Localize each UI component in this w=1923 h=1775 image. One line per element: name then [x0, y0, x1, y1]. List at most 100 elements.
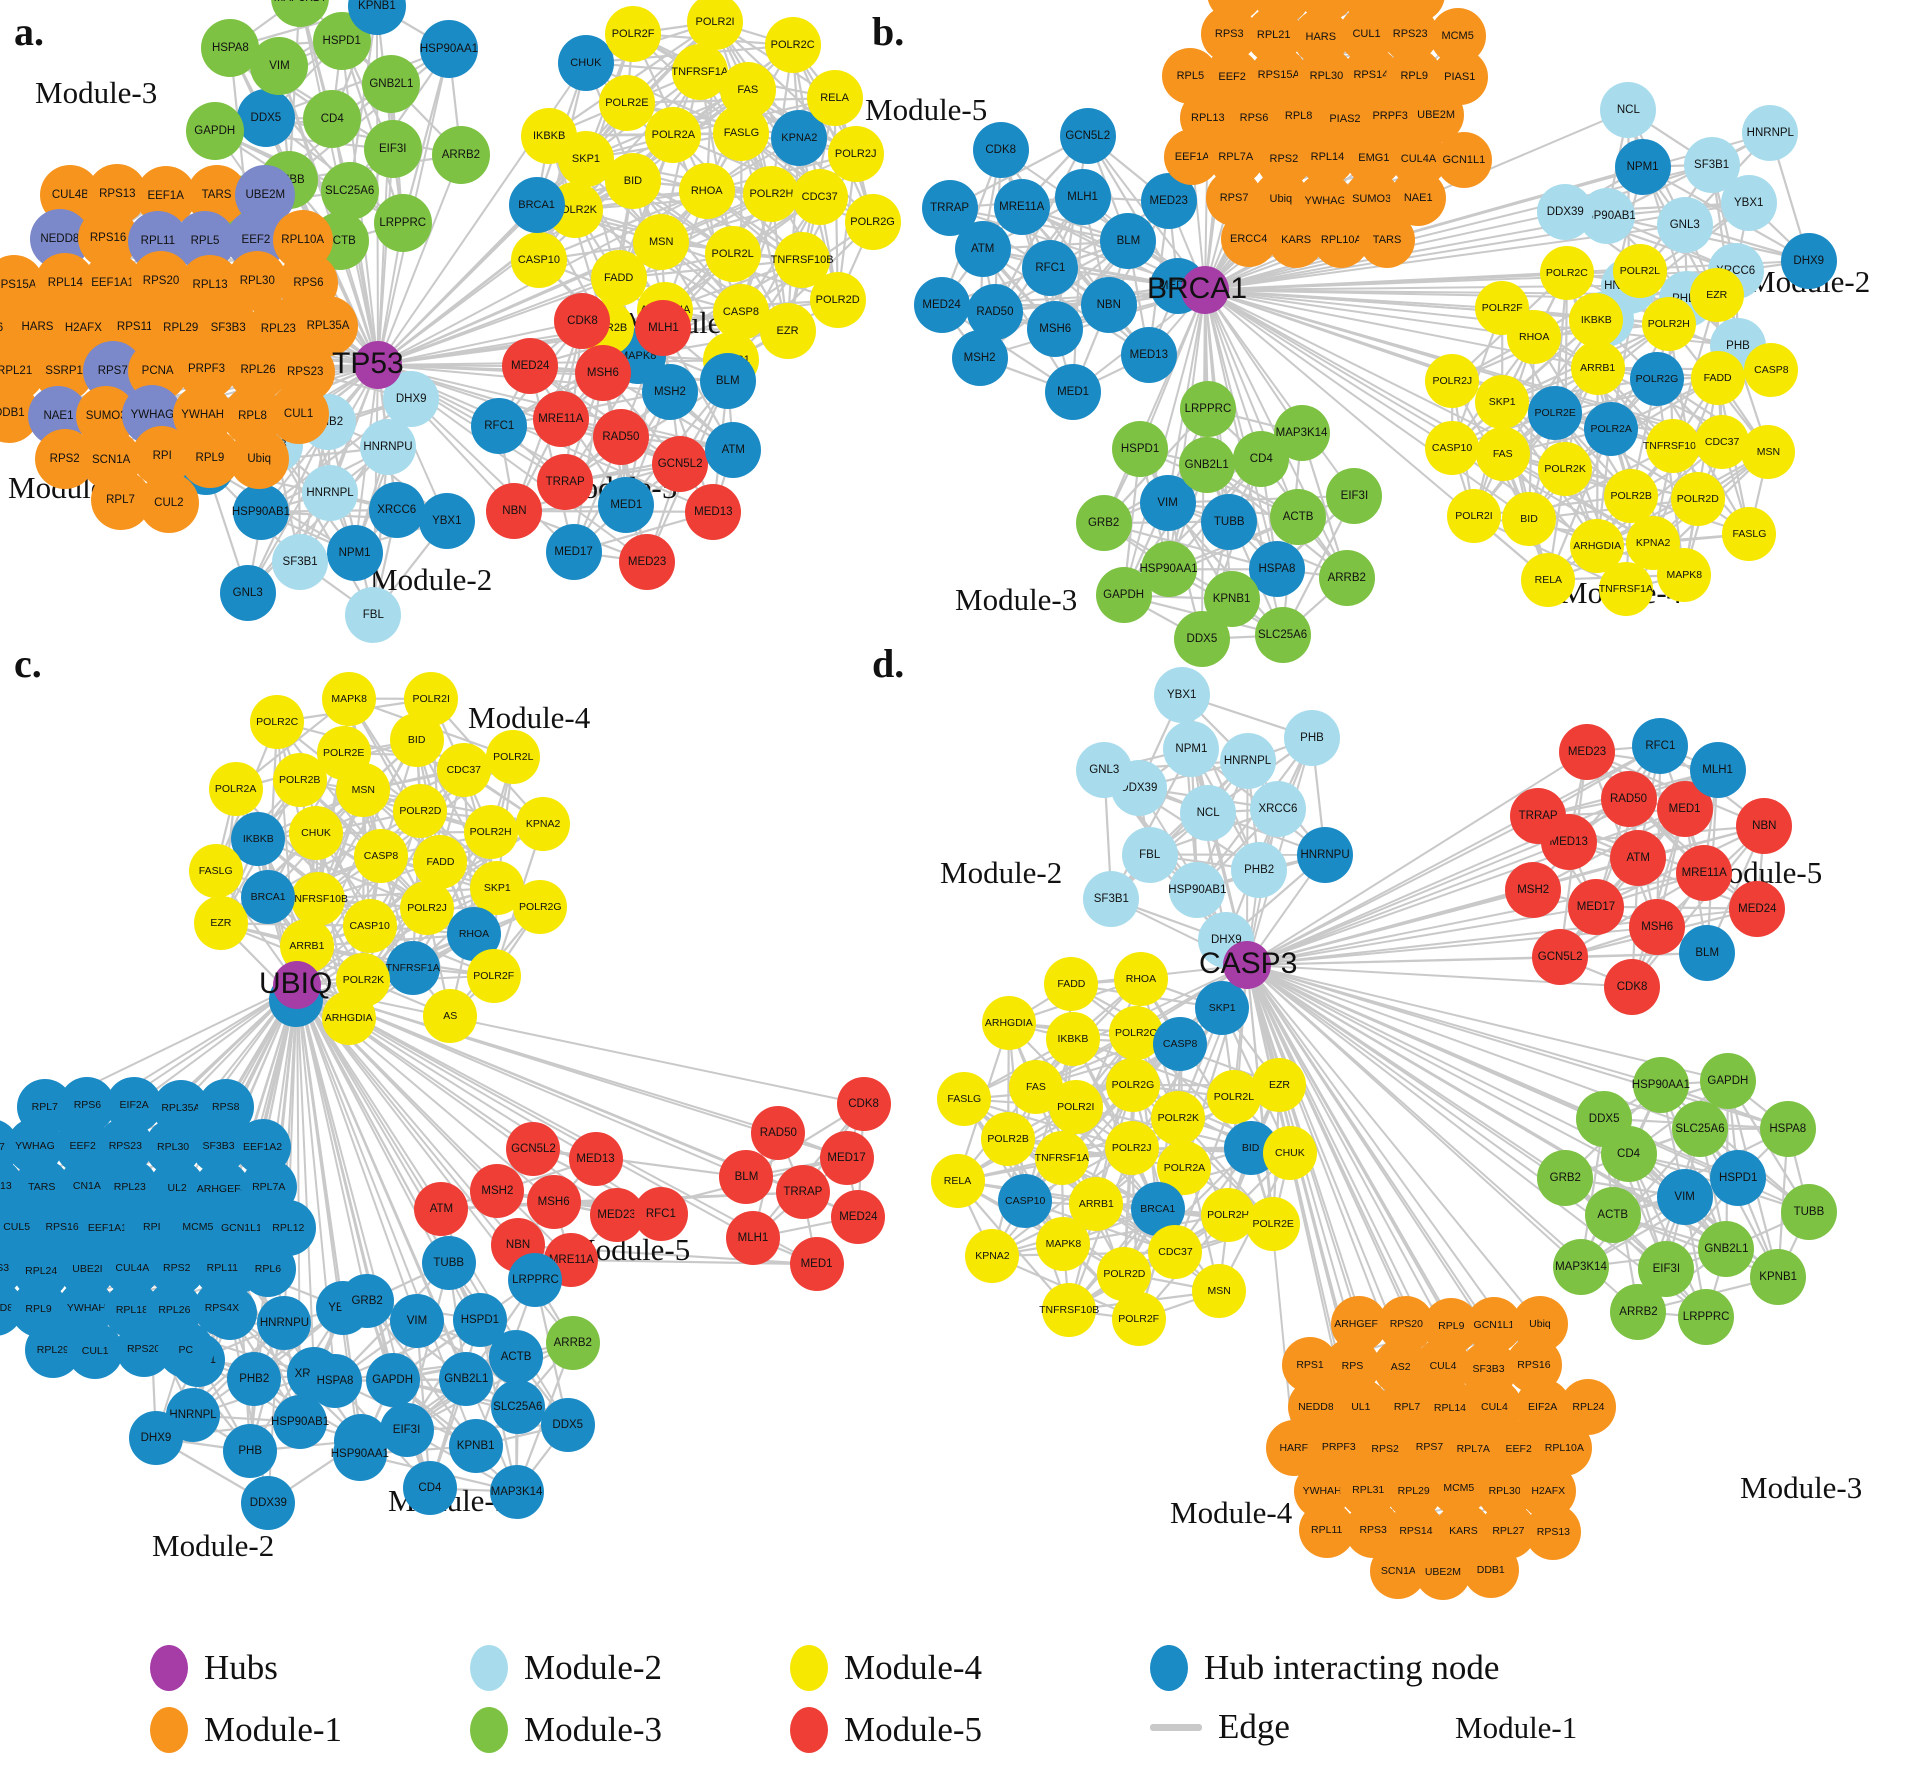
network-node[interactable]: SLC25A6 [1672, 1100, 1729, 1157]
network-node[interactable]: BLM [1100, 213, 1157, 270]
network-node[interactable]: MED1 [789, 1237, 844, 1292]
network-node[interactable]: IKBKB [521, 107, 578, 164]
network-node[interactable]: POLR2H [463, 804, 518, 859]
network-node[interactable]: GNL3 [1076, 741, 1133, 798]
network-node[interactable]: GCN1L1 [1435, 131, 1492, 188]
network-node[interactable]: MED1 [1045, 364, 1102, 421]
network-node[interactable]: HSPA8 [201, 18, 260, 77]
network-node[interactable]: MLH1 [726, 1210, 780, 1265]
network-node[interactable]: CDK8 [1604, 958, 1661, 1015]
network-node[interactable]: DDX39 [1537, 183, 1594, 240]
network-node[interactable]: RFC1 [1632, 717, 1689, 774]
network-node[interactable]: TNFRSF10B [288, 871, 348, 926]
network-node[interactable]: CASP10 [510, 232, 567, 289]
network-node[interactable]: MED17 [819, 1130, 874, 1185]
network-node[interactable]: FADD [590, 249, 647, 306]
network-node[interactable]: XRCC6 [368, 481, 425, 538]
network-node[interactable]: RPL6 [239, 1241, 296, 1298]
network-node[interactable]: POLR2C [250, 694, 305, 749]
network-node[interactable]: Ubiq [229, 428, 290, 489]
network-node[interactable]: RAD50 [751, 1105, 806, 1160]
network-node[interactable]: POLR2L [486, 730, 541, 785]
network-node[interactable]: MED13 [568, 1132, 623, 1187]
network-node[interactable]: CHUK [289, 806, 344, 861]
network-node[interactable]: SLC25A6 [490, 1379, 545, 1434]
network-node[interactable]: GNL3 [219, 564, 276, 621]
network-node[interactable]: ARRB2 [545, 1315, 600, 1370]
network-node[interactable]: YBX1 [418, 492, 475, 549]
network-node[interactable]: ATM [705, 421, 762, 478]
network-node[interactable]: ACTB [1584, 1186, 1641, 1243]
network-node[interactable]: HSP90AA1 [1632, 1056, 1690, 1113]
network-node[interactable]: NBN [1080, 276, 1137, 333]
network-node[interactable]: POLR2G [513, 880, 568, 935]
network-node[interactable]: MED17 [545, 523, 602, 580]
network-node[interactable]: LRPPRC [1179, 381, 1236, 438]
network-node[interactable]: TNFRSF10B [1643, 419, 1703, 474]
network-node[interactable]: RFC1 [633, 1187, 688, 1242]
network-node[interactable]: TUBB [421, 1236, 476, 1291]
network-node[interactable]: GAPDH [1095, 567, 1152, 624]
network-node[interactable]: RELA [930, 1153, 985, 1208]
hub-node[interactable] [1181, 266, 1229, 314]
network-node[interactable]: MED24 [1729, 880, 1786, 937]
network-node[interactable]: CDC37 [436, 742, 491, 797]
network-node[interactable]: HNRNPU [359, 419, 416, 476]
network-node[interactable]: POLR2L [1612, 244, 1667, 299]
network-node[interactable]: HSP90AA1 [420, 19, 478, 78]
network-node[interactable]: PHB [1284, 709, 1340, 766]
network-node[interactable]: HSPA8 [1759, 1100, 1816, 1157]
network-node[interactable]: DDB1 [1462, 1541, 1519, 1598]
network-node[interactable]: POLR2A [208, 762, 263, 817]
network-node[interactable]: TUBB [1201, 493, 1258, 550]
network-node[interactable]: RHOA [1113, 952, 1168, 1007]
network-node[interactable]: POLR2J [827, 125, 884, 182]
network-node[interactable]: MED1 [598, 476, 655, 533]
network-node[interactable]: POLR2J [400, 881, 455, 936]
network-node[interactable]: MSN [1741, 424, 1796, 479]
network-node[interactable]: POLR2B [981, 1111, 1036, 1166]
network-node[interactable]: ACTB [1270, 489, 1327, 546]
network-node[interactable]: TRRAP [775, 1165, 830, 1220]
network-node[interactable]: RAD50 [1600, 770, 1657, 827]
network-node[interactable]: HSPD1 [1710, 1150, 1767, 1207]
network-node[interactable]: IKBKB [1569, 292, 1624, 347]
network-node[interactable]: HSP90AB1 [232, 483, 290, 540]
network-node[interactable]: ARRB2 [431, 125, 490, 184]
network-node[interactable]: MAPK8 [322, 671, 377, 726]
network-node[interactable]: XRCC6 [1249, 780, 1306, 837]
network-node[interactable]: HSPA8 [308, 1353, 362, 1408]
network-node[interactable]: GAPDH [1699, 1052, 1756, 1109]
network-node[interactable]: TRRAP [921, 180, 978, 237]
network-node[interactable]: MSH6 [574, 344, 631, 401]
network-node[interactable]: CD4 [303, 89, 362, 148]
network-node[interactable]: YBX1 [1720, 175, 1777, 232]
network-node[interactable]: POLR2C [1539, 245, 1594, 300]
network-node[interactable]: POLR2K [1151, 1090, 1206, 1145]
network-node[interactable]: FAS [1008, 1059, 1063, 1114]
network-node[interactable]: DDX5 [540, 1397, 595, 1452]
network-node[interactable]: GNL3 [1656, 196, 1713, 253]
network-node[interactable]: POLR2B [1604, 468, 1659, 523]
network-node[interactable]: LRPPRC [373, 193, 432, 252]
network-node[interactable]: HNRNPU [1297, 826, 1354, 883]
network-node[interactable]: POLR2F [605, 5, 662, 62]
network-node[interactable]: BLM [699, 353, 756, 410]
network-node[interactable]: POLR2D [393, 784, 448, 838]
network-node[interactable]: TRRAP [537, 454, 594, 511]
network-node[interactable]: MAP3K14 [1552, 1239, 1609, 1296]
network-node[interactable]: CASP8 [1153, 1017, 1208, 1071]
network-node[interactable]: ARRB2 [1610, 1283, 1667, 1340]
network-node[interactable]: DHX9 [128, 1410, 183, 1465]
network-node[interactable]: VIM [1656, 1169, 1713, 1226]
network-node[interactable]: KPNA2 [516, 796, 571, 851]
network-node[interactable]: PHB [223, 1424, 278, 1479]
network-node[interactable]: POLR2F [1111, 1292, 1166, 1347]
network-node[interactable]: TNFRSF1A [1599, 562, 1653, 617]
network-node[interactable]: CASP8 [353, 829, 408, 884]
network-node[interactable]: HNRNPL [1219, 732, 1276, 789]
network-node[interactable]: CHUK [1262, 1126, 1317, 1181]
network-node[interactable]: DDX5 [236, 88, 295, 147]
network-node[interactable]: BRCA1 [241, 869, 296, 924]
hub-node[interactable] [273, 961, 321, 1009]
